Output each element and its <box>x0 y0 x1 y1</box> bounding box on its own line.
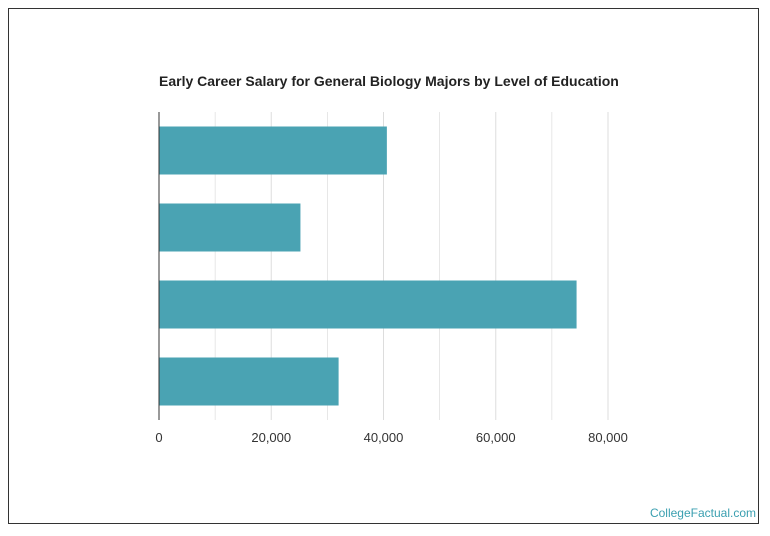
bar <box>159 203 301 252</box>
bar <box>159 126 387 175</box>
credit-link[interactable]: CollegeFactual.com <box>649 506 756 520</box>
bar <box>159 280 577 329</box>
grid-lines <box>214 112 609 420</box>
x-tick-label: 60,000 <box>476 430 516 445</box>
chart-title: Early Career Salary for General Biology … <box>159 73 619 89</box>
x-tick-label: 80,000 <box>588 430 628 445</box>
x-tick-label: 40,000 <box>364 430 404 445</box>
x-tick-label: 0 <box>155 430 162 445</box>
x-tick-label: 20,000 <box>251 430 291 445</box>
bars <box>159 126 577 406</box>
x-tick-labels: 0 20,000 40,000 60,000 80,000 <box>155 430 628 445</box>
bar <box>159 357 339 406</box>
